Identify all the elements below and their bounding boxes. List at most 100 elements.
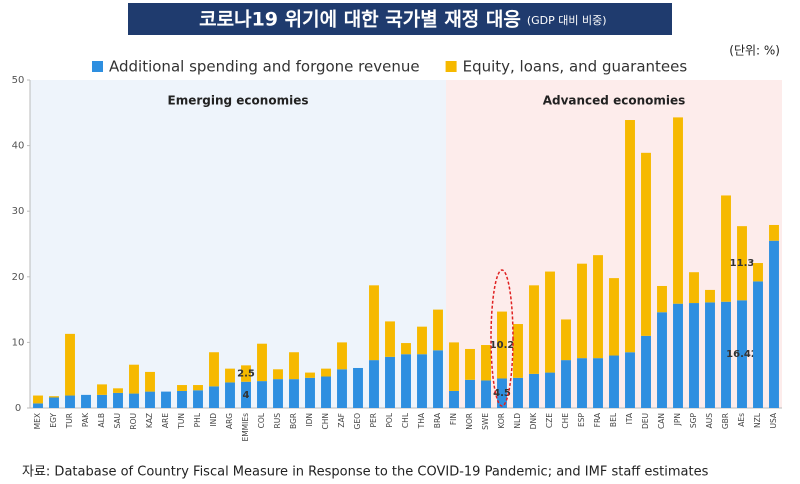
x-tick-label: ARG [225,413,234,429]
x-tick-label: ESP [577,413,586,427]
x-tick-label: GEO [353,413,362,430]
y-tick-label: 40 [12,141,25,152]
bar-segment [177,385,187,391]
bar-segment [401,354,411,408]
bar-segment [321,376,331,408]
x-tick-label: PER [369,413,378,427]
x-tick-label: CHE [561,413,570,429]
bar-segment [353,367,363,408]
x-tick-label: RUS [273,413,282,429]
bar-segment [641,335,651,408]
unit-note: (단위: %) [729,44,780,58]
x-tick-label: AUS [705,413,714,429]
bar-segment [65,395,75,408]
x-tick-label: NOR [465,413,474,430]
bar-segment [113,388,123,393]
bar-segment [225,368,235,383]
y-tick-label: 10 [12,337,25,348]
bar-segment [257,343,267,382]
bar-segment [33,403,43,408]
bar-segment [609,278,619,356]
y-tick-label: 50 [12,75,25,86]
legend-label: Additional spending and forgone revenue [109,58,420,76]
bar-segment [625,120,635,353]
bar-segment [753,281,763,408]
x-tick-label: FRA [593,412,602,427]
bar-segment [545,271,555,373]
bar-segment [497,378,507,408]
x-tick-label: ROU [129,413,138,430]
x-tick-label: TUN [177,413,186,430]
data-label: 10.2 [490,340,515,351]
bar-segment [97,394,107,408]
legend-swatch [92,61,103,72]
x-tick-label: SAU [113,413,122,429]
bar-segment [225,382,235,408]
bar-segment [513,324,523,378]
title-band [128,3,672,35]
x-tick-label: EMMIEs [241,413,250,442]
bar-segment [337,369,347,408]
bar-segment [385,321,395,357]
x-tick-label: BEL [609,412,618,427]
bar-segment [273,369,283,380]
bar-segment [321,368,331,377]
bar-segment [561,319,571,361]
region-band [30,80,446,408]
bar-segment [529,373,539,408]
bar-segment [145,371,155,392]
bar-segment [737,300,747,408]
bar-segment [193,385,203,391]
bar-segment [689,303,699,408]
bar-segment [609,355,619,408]
x-tick-label: JPN [673,413,682,426]
x-tick-label: ARE [161,413,170,428]
x-tick-label: KAZ [145,413,154,428]
x-tick-label: ITA [625,412,634,424]
bar-segment [769,240,779,408]
legend-swatch [445,61,457,72]
bar-segment [433,350,443,408]
source: 자료: Database of Country Fiscal Measure i… [22,465,709,480]
y-tick-label: 20 [12,272,25,283]
bar-segment [385,356,395,408]
x-tick-label: THA [417,412,426,429]
bar-segment [641,152,651,336]
bar-segment [673,117,683,304]
data-label: 11.3 [730,258,755,269]
x-tick-label: ALB [97,413,106,427]
x-tick-label: IDN [305,413,314,427]
bar-segment [81,394,91,408]
bar-segment [593,358,603,408]
region-label: Emerging economies [168,94,309,108]
bar-segment [257,381,267,408]
bar-segment [273,379,283,408]
bar-segment [465,348,475,380]
bar-segment [305,377,315,408]
bar-segment [49,396,59,398]
x-tick-label: COL [257,412,266,428]
x-tick-label: SGP [689,413,698,429]
bar-segment [337,342,347,370]
x-tick-label: ZAF [337,413,346,428]
data-label: 2.5 [237,369,255,380]
bar-segment [209,386,219,408]
bar-segment [577,263,587,359]
x-tick-label: NLD [513,413,522,429]
x-tick-label: AEs [737,413,746,427]
bar-segment [545,372,555,408]
bar-segment [129,364,139,394]
bar-segment [769,224,779,241]
bar-segment [417,354,427,408]
bar-segment [465,379,475,408]
x-tick-label: PAK [81,412,90,427]
bar-segment [401,343,411,355]
bar-segment [161,391,171,408]
x-tick-label: KOR [497,413,506,429]
x-tick-label: POL [385,412,394,427]
y-tick-label: 0 [15,403,21,414]
bar-segment [369,285,379,361]
data-label: 4.5 [493,388,511,399]
highlight-ellipse [490,269,514,407]
